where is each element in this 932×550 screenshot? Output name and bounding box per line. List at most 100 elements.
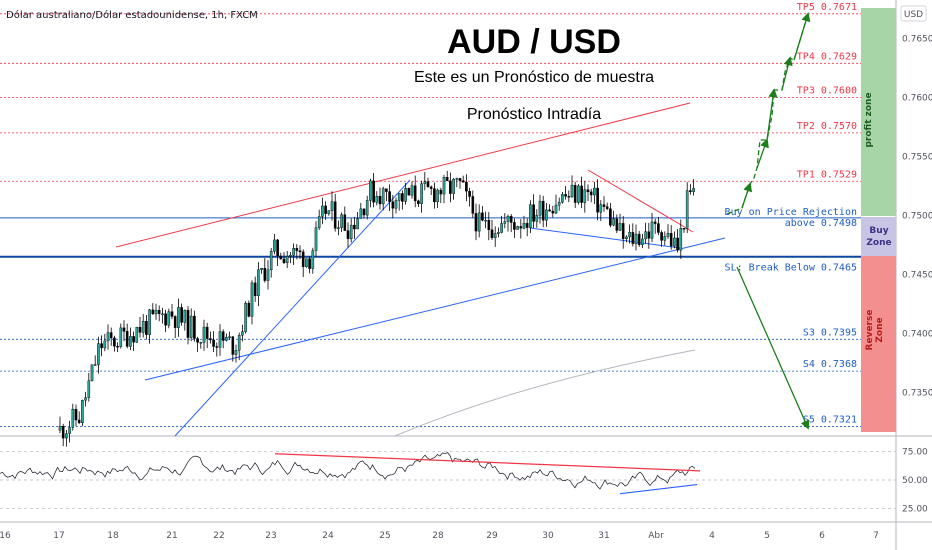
moving-average-line — [394, 349, 696, 437]
candle-body-159 — [567, 196, 571, 198]
candle-body-5 — [74, 409, 78, 421]
time-tick-0: 16 — [0, 531, 11, 541]
level-lines: TP5 0.7671 TP4 0.7629 TP3 0.7600 TP2 0.7570… — [0, 2, 861, 427]
candle-body-98 — [372, 180, 375, 203]
candle-body-44 — [199, 342, 203, 344]
rsi-divergence-line — [274, 453, 701, 472]
candle-body-163 — [580, 185, 583, 203]
candle-body-49 — [215, 346, 219, 348]
candle-body-13 — [100, 343, 103, 349]
time-tick-16: 7 — [873, 531, 879, 541]
reverse-zone-label-1: Reverse — [865, 310, 875, 351]
candle-body-155 — [554, 204, 558, 214]
candle-body-24 — [135, 326, 139, 343]
price-tick-6: 0.73500 — [902, 388, 932, 398]
candle-body-81 — [317, 216, 321, 228]
currency-badge[interactable]: USD — [900, 5, 927, 22]
level-label-4: TP1 0.7529 — [797, 169, 857, 180]
candle-body-122 — [449, 180, 452, 194]
level-label-1: TP4 0.7629 — [797, 51, 857, 62]
level-label2-5: above 0.7498 — [785, 218, 857, 229]
time-tick-2: 18 — [107, 531, 119, 541]
candle-body-76 — [301, 251, 305, 267]
candle-body-171 — [605, 206, 609, 209]
candle-body-41 — [189, 315, 193, 338]
candle-body-177 — [625, 236, 628, 239]
candle-body-4 — [71, 409, 75, 428]
candle-body-170 — [602, 204, 606, 207]
candle-body-94 — [359, 208, 363, 219]
candle-body-93 — [356, 218, 359, 230]
candle-body-82 — [321, 205, 324, 217]
candle-body-183 — [644, 231, 647, 240]
candle-body-136 — [493, 233, 497, 238]
rsi-tick-1: 50.00 — [902, 476, 928, 486]
candle-body-33 — [164, 313, 167, 326]
bearish-arrow — [736, 266, 810, 430]
candle-body-100 — [378, 196, 382, 205]
candle-body-116 — [429, 186, 433, 189]
candle-body-181 — [637, 233, 641, 245]
buy-zone-band — [861, 217, 896, 256]
level-label-8: S4 0.7368 — [803, 359, 857, 370]
candle-body-26 — [141, 321, 145, 333]
bullish-arrow-4 — [793, 12, 811, 61]
candle-body-146 — [525, 222, 529, 228]
descending-resistance-line — [587, 169, 694, 233]
candle-body-168 — [596, 187, 599, 213]
candle-body-117 — [433, 188, 436, 203]
candle-body-19 — [119, 327, 123, 347]
candle-body-137 — [497, 232, 500, 234]
candle-body-104 — [391, 201, 395, 209]
candle-body-173 — [612, 218, 615, 226]
candle-body-154 — [551, 210, 555, 214]
candle-body-158 — [564, 194, 567, 197]
profit-zone-band — [861, 8, 896, 216]
candle-body-125 — [458, 178, 462, 181]
candle-body-75 — [298, 250, 302, 253]
time-tick-13: 4 — [709, 531, 715, 541]
rsi-line — [0, 452, 696, 490]
chart-subtitle-2: Pronóstico Intradía — [467, 106, 601, 123]
candle-body-153 — [548, 209, 551, 212]
candle-body-47 — [209, 338, 212, 341]
candle-body-115 — [426, 181, 430, 188]
candle-body-96 — [365, 200, 369, 216]
candle-body-79 — [311, 250, 315, 269]
candle-body-128 — [468, 190, 471, 197]
time-tick-10: 30 — [542, 531, 554, 541]
forecast-arrows — [726, 12, 811, 430]
candle-body-77 — [305, 258, 308, 267]
candle-body-55 — [234, 350, 238, 355]
candle-body-127 — [465, 182, 468, 192]
candle-body-110 — [410, 185, 414, 196]
candle-body-95 — [362, 208, 366, 216]
candle-body-74 — [295, 248, 299, 251]
candle-body-87 — [337, 227, 340, 229]
time-tick-7: 25 — [379, 531, 390, 541]
candle-body-175 — [618, 223, 622, 231]
candle-body-21 — [125, 331, 129, 347]
candle-body-167 — [593, 187, 596, 196]
candle-body-124 — [455, 178, 459, 180]
candle-body-56 — [237, 334, 241, 351]
candle-body-68 — [276, 239, 279, 257]
candle-body-192 — [673, 237, 676, 247]
candle-body-3 — [68, 427, 71, 434]
candle-body-198 — [692, 188, 695, 192]
candle-body-30 — [154, 309, 158, 315]
candle-body-39 — [183, 309, 187, 323]
candle-body-2 — [65, 433, 68, 439]
candle-body-121 — [445, 177, 449, 181]
candle-body-14 — [103, 340, 107, 349]
candle-body-6 — [77, 419, 81, 424]
candle-body-91 — [349, 224, 353, 239]
time-tick-11: 31 — [598, 531, 609, 541]
lower-support-line — [144, 237, 726, 381]
candle-body-73 — [292, 248, 295, 256]
candle-body-67 — [273, 239, 276, 252]
candle-body-15 — [106, 332, 110, 342]
candle-body-186 — [653, 221, 657, 224]
